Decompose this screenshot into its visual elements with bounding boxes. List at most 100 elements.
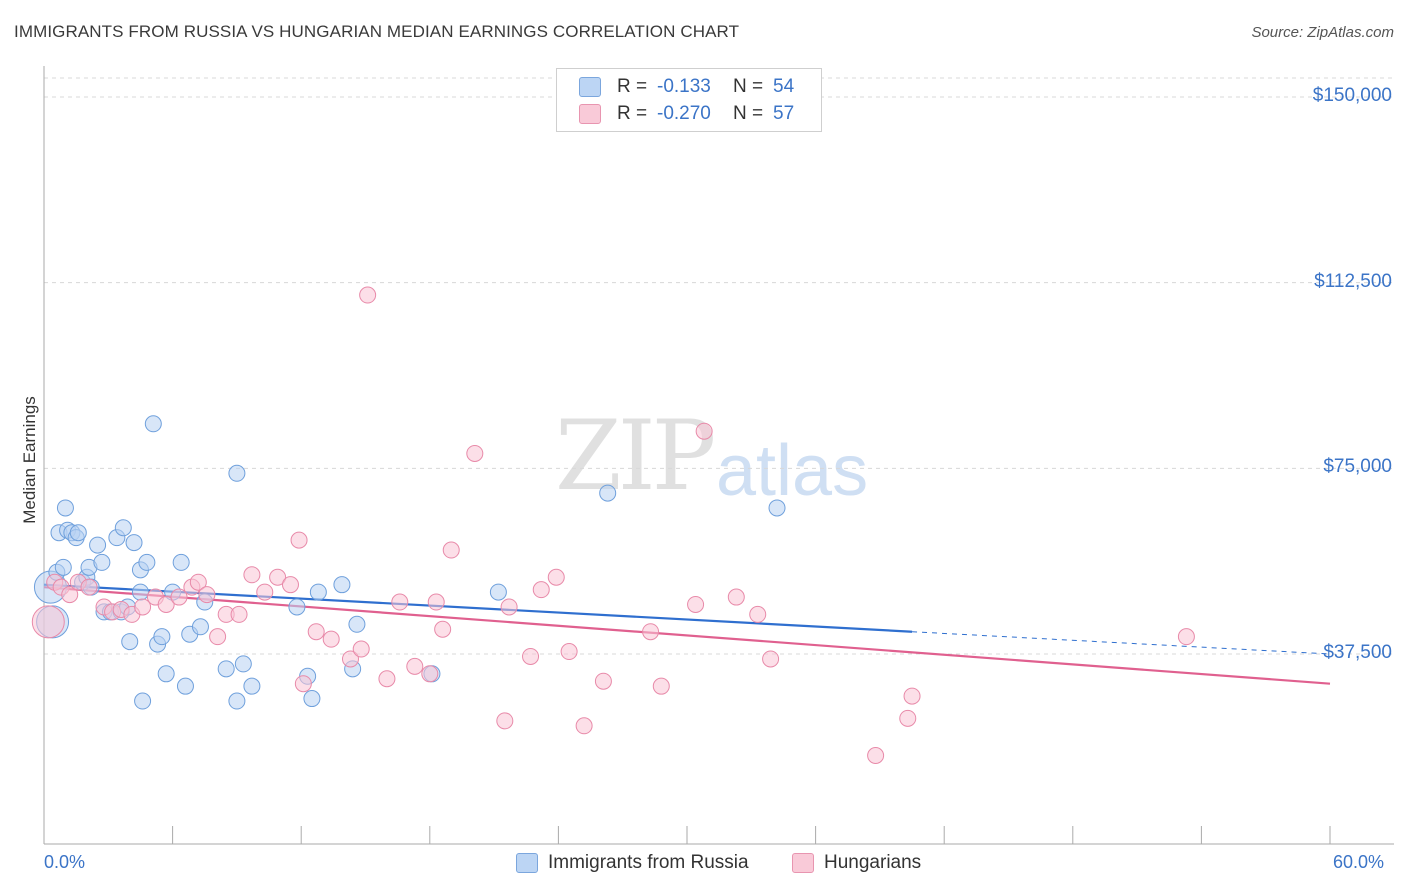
- data-point-hungarians: [243, 566, 261, 584]
- data-point-hungarians: [134, 598, 152, 616]
- data-point-hungarians: [391, 593, 409, 611]
- data-point-russia: [89, 536, 107, 554]
- data-point-hungarians: [500, 598, 518, 616]
- data-point-hungarians: [496, 712, 514, 730]
- data-point-hungarians: [421, 665, 439, 683]
- data-point-hungarians: [687, 595, 705, 613]
- data-point-hungarians: [903, 687, 921, 705]
- data-point-hungarians: [209, 628, 227, 646]
- bottom-legend-label-russia: Immigrants from Russia: [548, 852, 749, 873]
- data-point-hungarians: [341, 650, 359, 668]
- data-point-hungarians: [256, 583, 274, 601]
- data-point-russia: [303, 690, 321, 708]
- data-point-russia: [309, 583, 327, 601]
- data-point-hungarians: [198, 586, 216, 604]
- data-point-russia: [121, 633, 139, 651]
- data-point-hungarians: [762, 650, 780, 668]
- data-point-hungarians: [406, 657, 424, 675]
- y-tick-label: $37,500: [1323, 642, 1392, 663]
- data-point-russia: [54, 558, 72, 576]
- data-point-russia: [144, 415, 162, 433]
- data-point-hungarians: [281, 576, 299, 594]
- data-point-russia: [134, 692, 152, 710]
- data-point-hungarians: [727, 588, 745, 606]
- chart-title: IMMIGRANTS FROM RUSSIA VS HUNGARIAN MEDI…: [14, 22, 740, 41]
- data-point-hungarians: [307, 623, 325, 641]
- legend-swatch-hungarians: [579, 104, 601, 124]
- data-point-hungarians: [532, 581, 550, 599]
- bottom-legend-hungarians: Hungarians: [792, 852, 921, 874]
- trend-line-hungarians: [43, 586, 1331, 685]
- data-point-hungarians: [867, 746, 885, 764]
- data-point-russia: [172, 553, 190, 571]
- data-point-hungarians: [434, 620, 452, 638]
- data-point-russia: [288, 598, 306, 616]
- y-tick-label: $75,000: [1323, 456, 1392, 478]
- data-point-hungarians: [352, 640, 370, 658]
- data-point-hungarians: [378, 670, 396, 688]
- data-point-russia: [125, 534, 143, 552]
- data-point-russia: [191, 618, 209, 636]
- bottom-legend-label-hungarians: Hungarians: [824, 852, 922, 873]
- data-point-hungarians: [652, 677, 670, 695]
- data-point-russia: [114, 519, 132, 537]
- legend-n-label: N =: [733, 103, 764, 124]
- data-point-russia: [243, 677, 261, 695]
- data-point-russia: [56, 499, 74, 517]
- data-point-russia: [489, 583, 507, 601]
- legend-r-value: -0.133: [657, 76, 711, 97]
- bottom-legend-swatch-russia: [516, 853, 538, 873]
- data-point-hungarians: [170, 588, 188, 606]
- data-point-hungarians: [269, 568, 287, 586]
- legend-r-value: -0.270: [657, 103, 711, 124]
- legend-n-label: N =: [733, 76, 764, 97]
- data-point-russia: [138, 553, 156, 571]
- data-point-russia: [228, 692, 246, 710]
- correlation-legend: R = -0.133 N = 54 R = -0.270 N = 57: [556, 68, 822, 132]
- data-point-russia: [333, 576, 351, 594]
- data-point-hungarians: [575, 717, 593, 735]
- data-point-hungarians: [560, 643, 578, 661]
- data-point-hungarians: [61, 586, 79, 604]
- data-point-hungarians: [322, 630, 340, 648]
- data-point-hungarians: [427, 593, 445, 611]
- legend-row-russia: R = -0.133 N = 54: [579, 75, 794, 99]
- data-point-hungarians: [294, 675, 312, 693]
- grid-lines: [44, 77, 1394, 655]
- data-point-hungarians: [642, 623, 660, 641]
- data-point-russia: [768, 499, 786, 517]
- legend-r-label: R =: [617, 76, 648, 97]
- legend-n-value: 57: [773, 103, 795, 124]
- data-point-hungarians: [230, 605, 248, 623]
- data-point-russia: [234, 655, 252, 673]
- source-label: Source: ZipAtlas.com: [1251, 24, 1394, 41]
- data-point-hungarians: [594, 672, 612, 690]
- data-point-hungarians: [442, 541, 460, 559]
- data-point-russia: [217, 660, 235, 678]
- data-point-russia: [69, 524, 87, 542]
- watermark-zip: ZIP: [555, 400, 716, 512]
- bottom-legend-russia: Immigrants from Russia: [516, 852, 749, 874]
- data-points: [31, 286, 1195, 764]
- data-point-hungarians: [359, 286, 377, 304]
- data-point-hungarians: [522, 647, 540, 665]
- x-tick-label-min: 0.0%: [44, 852, 86, 872]
- data-point-russia: [153, 628, 171, 646]
- data-point-hungarians: [466, 444, 484, 462]
- bottom-legend-swatch-hungarians: [792, 853, 814, 873]
- x-tick-label-max: 60.0%: [1333, 852, 1385, 872]
- data-point-russia: [176, 677, 194, 695]
- data-point-hungarians: [157, 595, 175, 613]
- data-point-hungarians: [749, 605, 767, 623]
- data-point-russia: [93, 553, 111, 571]
- data-point-hungarians: [547, 568, 565, 586]
- y-tick-label: $112,500: [1314, 270, 1392, 292]
- data-point-hungarians: [695, 422, 713, 440]
- data-point-russia: [599, 484, 617, 502]
- axes: [43, 66, 1394, 845]
- data-point-hungarians: [1177, 628, 1195, 646]
- data-point-hungarians: [899, 709, 917, 727]
- data-point-russia: [131, 583, 149, 601]
- data-point-hungarians: [290, 531, 308, 549]
